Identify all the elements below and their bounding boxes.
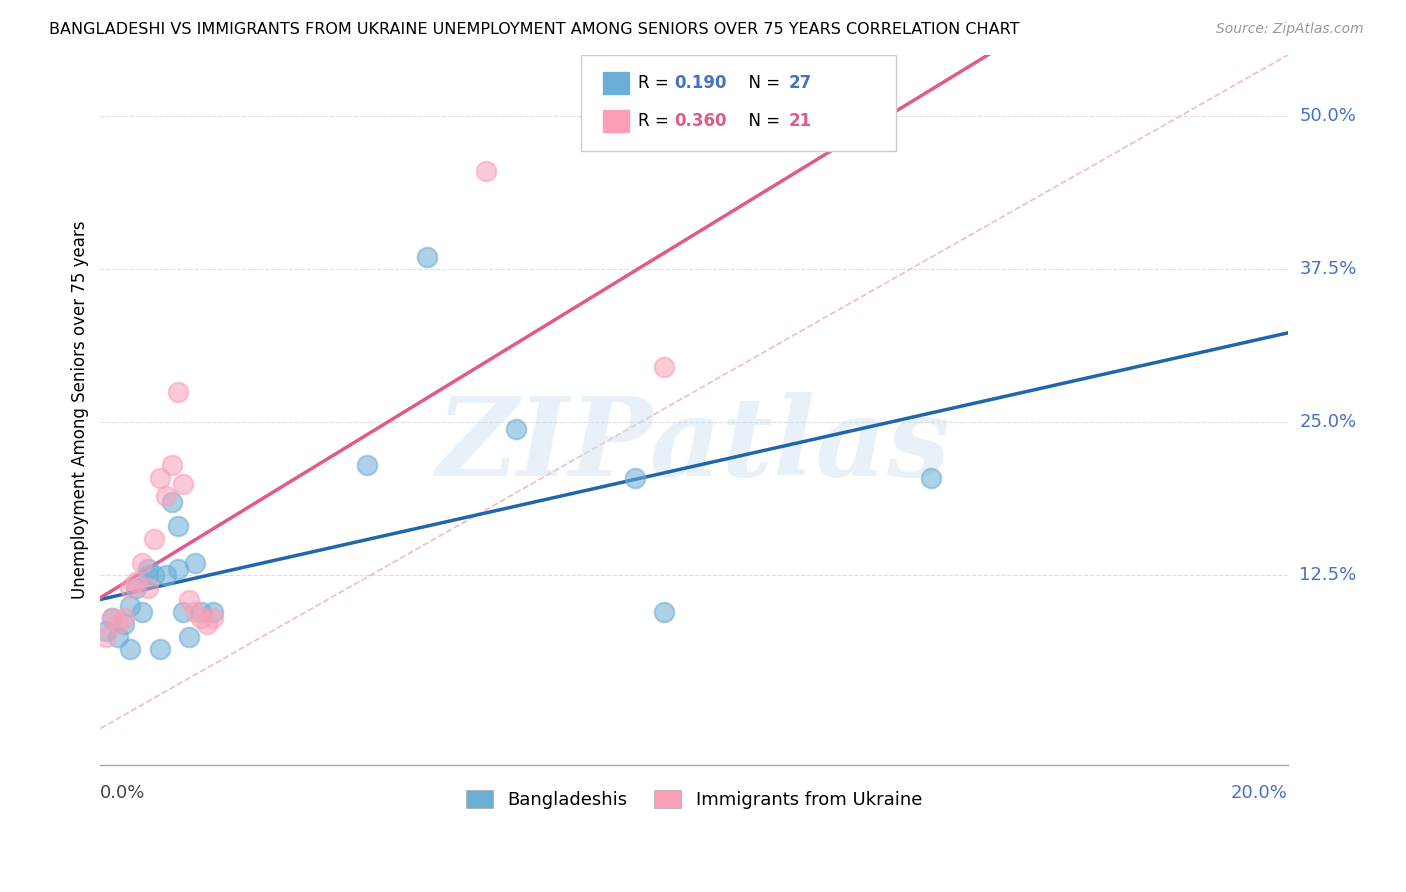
Text: BANGLADESHI VS IMMIGRANTS FROM UKRAINE UNEMPLOYMENT AMONG SENIORS OVER 75 YEARS : BANGLADESHI VS IMMIGRANTS FROM UKRAINE U… — [49, 22, 1019, 37]
Point — [160, 458, 183, 473]
Point — [652, 360, 675, 375]
Point — [179, 630, 201, 644]
Text: N =: N = — [738, 112, 786, 130]
Point — [96, 630, 118, 644]
Point — [136, 581, 159, 595]
Text: 20.0%: 20.0% — [1230, 783, 1288, 802]
Point — [125, 581, 148, 595]
Point — [142, 532, 165, 546]
Text: 25.0%: 25.0% — [1299, 413, 1357, 432]
FancyBboxPatch shape — [581, 55, 896, 151]
Point — [920, 470, 942, 484]
Point — [131, 556, 153, 570]
Y-axis label: Unemployment Among Seniors over 75 years: Unemployment Among Seniors over 75 years — [72, 221, 89, 599]
Point — [190, 605, 212, 619]
Point — [172, 605, 194, 619]
Point — [184, 605, 207, 619]
Point — [202, 611, 225, 625]
Point — [149, 641, 172, 656]
Point — [136, 568, 159, 582]
Text: 50.0%: 50.0% — [1299, 107, 1357, 126]
Point — [172, 476, 194, 491]
Point — [112, 611, 135, 625]
Point — [195, 617, 218, 632]
Text: Source: ZipAtlas.com: Source: ZipAtlas.com — [1216, 22, 1364, 37]
Point — [107, 630, 129, 644]
Text: 0.0%: 0.0% — [100, 783, 146, 802]
Text: 12.5%: 12.5% — [1299, 566, 1357, 584]
Point — [118, 581, 141, 595]
Point — [136, 562, 159, 576]
Text: 21: 21 — [789, 112, 813, 130]
Point — [190, 611, 212, 625]
Point — [118, 641, 141, 656]
Text: 27: 27 — [789, 74, 813, 92]
Point — [155, 568, 177, 582]
Point — [416, 250, 439, 264]
Point — [160, 495, 183, 509]
Text: R =: R = — [638, 74, 673, 92]
Point — [142, 568, 165, 582]
Point — [112, 617, 135, 632]
Text: R =: R = — [638, 112, 673, 130]
Point — [652, 605, 675, 619]
Point — [101, 611, 124, 625]
Point — [101, 611, 124, 625]
Point — [118, 599, 141, 613]
Text: 0.190: 0.190 — [673, 74, 727, 92]
Text: ZIPatlas: ZIPatlas — [437, 392, 950, 500]
Point — [131, 605, 153, 619]
Point — [125, 574, 148, 589]
Point — [356, 458, 378, 473]
FancyBboxPatch shape — [603, 71, 628, 94]
Point — [149, 470, 172, 484]
Point — [166, 519, 188, 533]
Text: N =: N = — [738, 74, 786, 92]
Text: 0.360: 0.360 — [673, 112, 727, 130]
Point — [155, 489, 177, 503]
Point — [107, 617, 129, 632]
FancyBboxPatch shape — [603, 110, 628, 132]
Point — [166, 562, 188, 576]
Point — [184, 556, 207, 570]
Point — [179, 593, 201, 607]
Point — [96, 624, 118, 638]
Point — [623, 470, 645, 484]
Point — [202, 605, 225, 619]
Legend: Bangladeshis, Immigrants from Ukraine: Bangladeshis, Immigrants from Ukraine — [458, 783, 929, 816]
Point — [166, 384, 188, 399]
Text: 37.5%: 37.5% — [1299, 260, 1357, 278]
Point — [475, 164, 498, 178]
Point — [505, 421, 527, 435]
